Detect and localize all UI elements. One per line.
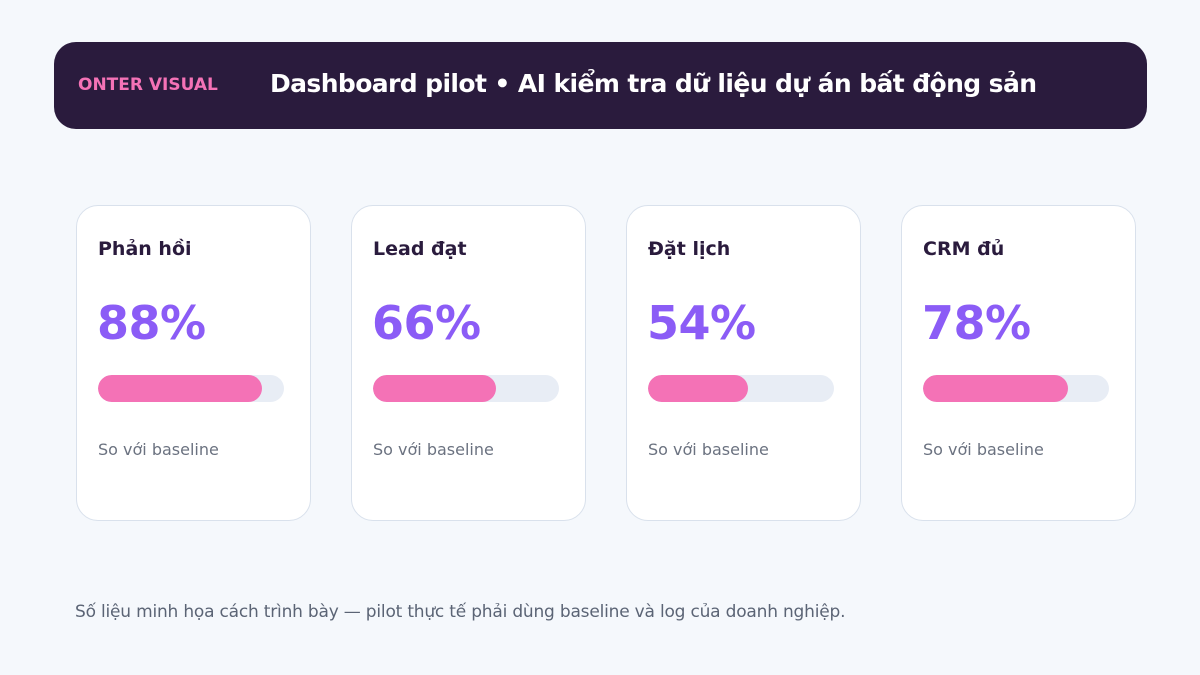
brand-logo-text: ONTER VISUAL (78, 75, 218, 95)
progress-fill (923, 375, 1069, 402)
kpi-label: CRM đủ (923, 238, 1005, 260)
kpi-card-crm-du: CRM đủ 78% So với baseline (901, 205, 1136, 521)
progress-fill (98, 375, 262, 402)
kpi-value: 66% (372, 296, 481, 350)
progress-track (373, 375, 559, 402)
kpi-note: So với baseline (648, 440, 769, 459)
kpi-note: So với baseline (98, 440, 219, 459)
kpi-value: 88% (97, 296, 206, 350)
progress-fill (648, 375, 749, 402)
kpi-label: Phản hồi (98, 238, 192, 260)
kpi-label: Đặt lịch (648, 238, 731, 260)
progress-fill (373, 375, 496, 402)
header-bar: ONTER VISUAL Dashboard pilot • AI kiểm t… (54, 42, 1147, 129)
kpi-card-phan-hoi: Phản hồi 88% So với baseline (76, 205, 311, 521)
page-title: Dashboard pilot • AI kiểm tra dữ liệu dự… (270, 69, 1037, 98)
progress-track (648, 375, 834, 402)
footnote: Số liệu minh họa cách trình bày — pilot … (75, 602, 846, 622)
kpi-note: So với baseline (373, 440, 494, 459)
kpi-card-dat-lich: Đặt lịch 54% So với baseline (626, 205, 861, 521)
kpi-card-lead-dat: Lead đạt 66% So với baseline (351, 205, 586, 521)
kpi-label: Lead đạt (373, 238, 467, 260)
kpi-value: 78% (922, 296, 1031, 350)
progress-track (923, 375, 1109, 402)
kpi-value: 54% (647, 296, 756, 350)
progress-track (98, 375, 284, 402)
kpi-note: So với baseline (923, 440, 1044, 459)
